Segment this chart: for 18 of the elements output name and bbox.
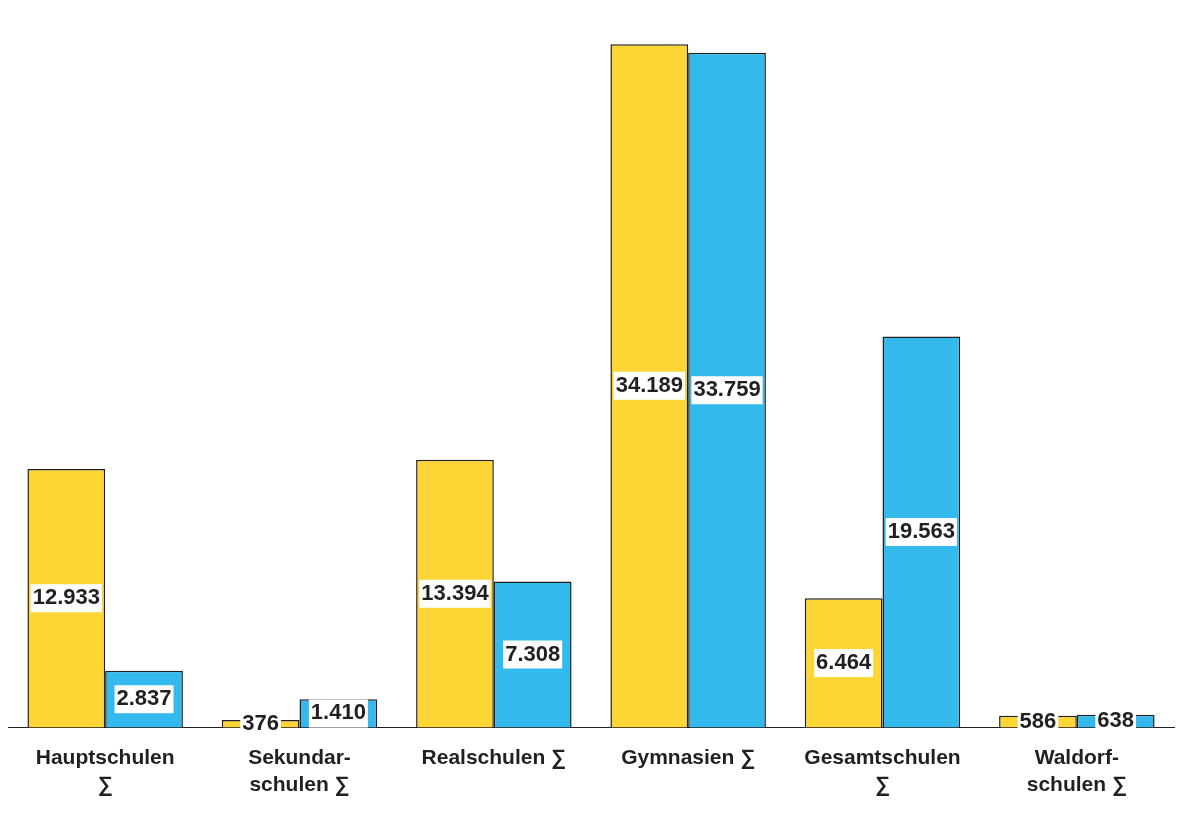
data-label: 13.394 — [421, 579, 490, 605]
data-label: 376 — [242, 709, 279, 735]
x-tick-label: Realschulen ∑ — [421, 745, 567, 770]
x-tick-label: Sekundar- schulen ∑ — [248, 745, 351, 796]
x-tick-label: Waldorf- schulen ∑ — [1026, 745, 1127, 796]
x-tick-label: Gesamtschulen ∑ — [804, 745, 961, 796]
data-label: 34.189 — [615, 371, 683, 397]
data-label: 1.410 — [310, 699, 366, 725]
data-label: 6.464 — [816, 648, 872, 674]
data-label: 586 — [1019, 707, 1057, 733]
x-tick-label: Gymnasien ∑ — [621, 745, 756, 770]
data-label: 2.837 — [116, 685, 172, 711]
data-label: 33.759 — [693, 376, 761, 402]
data-label: 638 — [1097, 707, 1135, 733]
data-label: 19.563 — [887, 518, 956, 544]
data-label: 12.933 — [32, 584, 100, 610]
data-label: 7.308 — [505, 640, 561, 666]
x-tick-label: Hauptschulen ∑ — [35, 745, 175, 796]
